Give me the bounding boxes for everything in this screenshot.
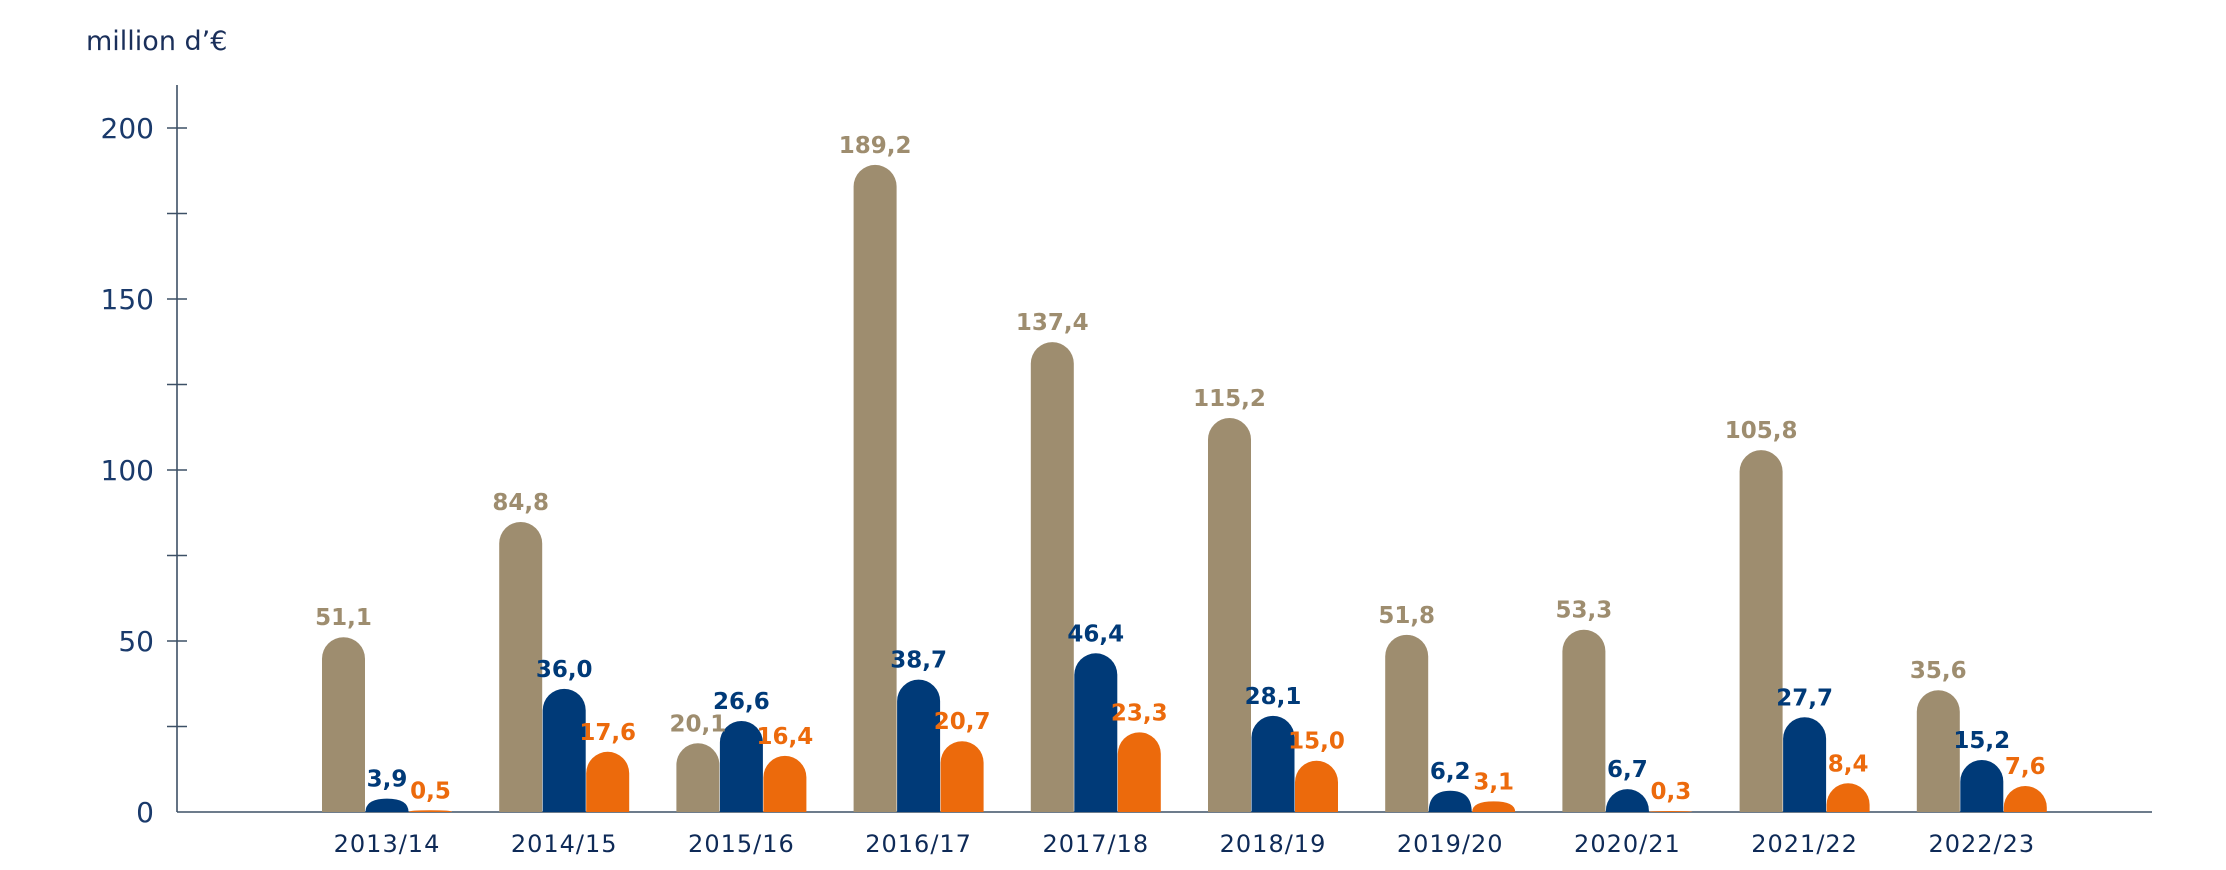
bar	[719, 721, 763, 812]
bar-value-label: 51,8	[1378, 603, 1435, 629]
bar	[1960, 760, 2004, 812]
bar	[1428, 790, 1472, 812]
y-tick-label: 200	[101, 112, 154, 145]
bar-value-label: 20,7	[934, 709, 991, 735]
bar	[1916, 690, 1960, 812]
bar	[1030, 342, 1074, 812]
bar-value-label: 0,5	[410, 778, 451, 804]
bar	[1208, 418, 1251, 812]
bar-value-label: 17,6	[579, 720, 636, 746]
bar	[1605, 789, 1649, 812]
bar	[2003, 786, 2047, 812]
bar	[1385, 634, 1429, 812]
x-tick-label: 2013/14	[334, 830, 441, 858]
bar	[1251, 715, 1295, 812]
x-tick-label: 2022/23	[1928, 830, 2035, 858]
bar-value-label: 6,7	[1607, 757, 1648, 783]
x-tick-label: 2019/20	[1397, 830, 1504, 858]
bar-value-label: 23,3	[1111, 700, 1168, 726]
y-tick-label: 0	[136, 796, 154, 829]
bar	[1783, 717, 1827, 812]
bar	[676, 743, 720, 812]
bar-value-label: 15,0	[1288, 729, 1345, 755]
y-axis-unit-label: million d’€	[86, 26, 227, 57]
x-tick-label: 2021/22	[1751, 830, 1858, 858]
bars	[322, 164, 2047, 812]
bar	[409, 810, 452, 812]
bar	[499, 521, 543, 812]
bar	[1117, 732, 1161, 812]
y-axis-ticks: 0 50 100 150 200	[101, 112, 187, 829]
bar-value-label: 137,4	[1016, 310, 1089, 336]
bar-value-label: 35,6	[1910, 658, 1967, 684]
bar-value-label: 3,9	[367, 767, 408, 793]
bar-value-label: 7,6	[2005, 754, 2046, 780]
bar	[853, 164, 897, 812]
bar-value-label: 16,4	[757, 724, 814, 750]
bar-value-label: 0,3	[1651, 779, 1692, 805]
bar-value-label: 51,1	[315, 605, 372, 631]
bar-value-label: 3,1	[1473, 769, 1514, 795]
bar-value-label: 105,8	[1725, 418, 1798, 444]
bar-value-label: 84,8	[492, 490, 549, 516]
bar	[1739, 450, 1783, 812]
y-tick-label: 50	[118, 625, 154, 658]
bar	[1295, 760, 1338, 812]
y-tick-label: 100	[101, 454, 154, 487]
bar-value-label: 6,2	[1430, 759, 1471, 785]
x-tick-label: 2015/16	[688, 830, 795, 858]
bar-value-label: 28,1	[1245, 684, 1302, 710]
bar	[586, 751, 630, 812]
bar	[322, 637, 365, 812]
x-axis-labels: 2013/14 2014/15 2015/16 2016/17 2017/18 2018/…	[334, 830, 2035, 858]
x-tick-label: 2020/21	[1574, 830, 1681, 858]
bar-value-label: 26,6	[713, 689, 770, 715]
bar	[1826, 783, 1870, 812]
bar-value-label: 38,7	[890, 648, 947, 674]
bar-value-label: 27,7	[1776, 685, 1833, 711]
y-tick-label: 150	[101, 283, 154, 316]
bar-value-label: 8,4	[1828, 751, 1869, 777]
bar-value-label: 20,1	[670, 711, 727, 737]
x-tick-label: 2018/19	[1220, 830, 1327, 858]
x-tick-label: 2014/15	[511, 830, 618, 858]
bar	[763, 755, 807, 812]
value-labels: 51,1 3,9 0,5 84,8 36,0 17,6 20,126,6 16,4 189,2 3…	[315, 133, 2046, 805]
bar-value-label: 115,2	[1193, 386, 1266, 412]
bar	[1649, 810, 1693, 812]
bar	[897, 679, 941, 812]
bar-value-label: 53,3	[1556, 598, 1613, 624]
bar	[1562, 629, 1606, 812]
bar-value-label: 36,0	[536, 657, 593, 683]
bar-value-label: 189,2	[839, 133, 912, 159]
x-tick-label: 2017/18	[1042, 830, 1149, 858]
bar	[365, 798, 409, 812]
bar-value-label: 46,4	[1067, 621, 1124, 647]
bar-value-label: 15,2	[1953, 728, 2010, 754]
bar	[542, 688, 586, 812]
bar	[1472, 801, 1516, 812]
bar	[1074, 653, 1118, 812]
bar	[940, 741, 984, 812]
x-tick-label: 2016/17	[865, 830, 972, 858]
